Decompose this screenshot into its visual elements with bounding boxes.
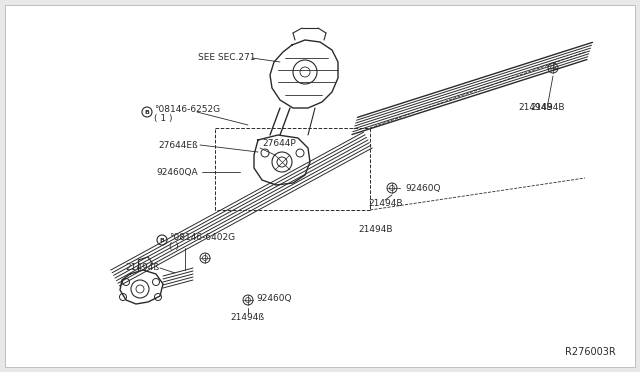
Text: 92460Q: 92460Q: [256, 294, 291, 302]
Text: R276003R: R276003R: [565, 347, 616, 357]
Text: °08146-6252G: °08146-6252G: [154, 105, 220, 113]
Text: 21494ß: 21494ß: [125, 263, 159, 273]
Text: ( ): ( ): [169, 241, 179, 250]
Text: ( 1 ): ( 1 ): [154, 113, 173, 122]
Text: °08146-6402G: °08146-6402G: [169, 232, 235, 241]
Text: 92460Q: 92460Q: [405, 183, 440, 192]
Text: B: B: [145, 109, 149, 115]
Text: 27644Eß: 27644Eß: [158, 141, 198, 150]
Text: 21494B: 21494B: [518, 103, 552, 112]
Text: B: B: [159, 237, 164, 243]
Text: 92460QA: 92460QA: [156, 167, 198, 176]
Text: SEE SEC.271: SEE SEC.271: [198, 54, 255, 62]
Text: 21494B: 21494B: [530, 103, 564, 112]
Text: 27644P: 27644P: [262, 138, 296, 148]
Text: 21494B: 21494B: [368, 199, 403, 208]
Text: 21494ß: 21494ß: [230, 314, 264, 323]
Text: 21494B: 21494B: [358, 225, 392, 234]
